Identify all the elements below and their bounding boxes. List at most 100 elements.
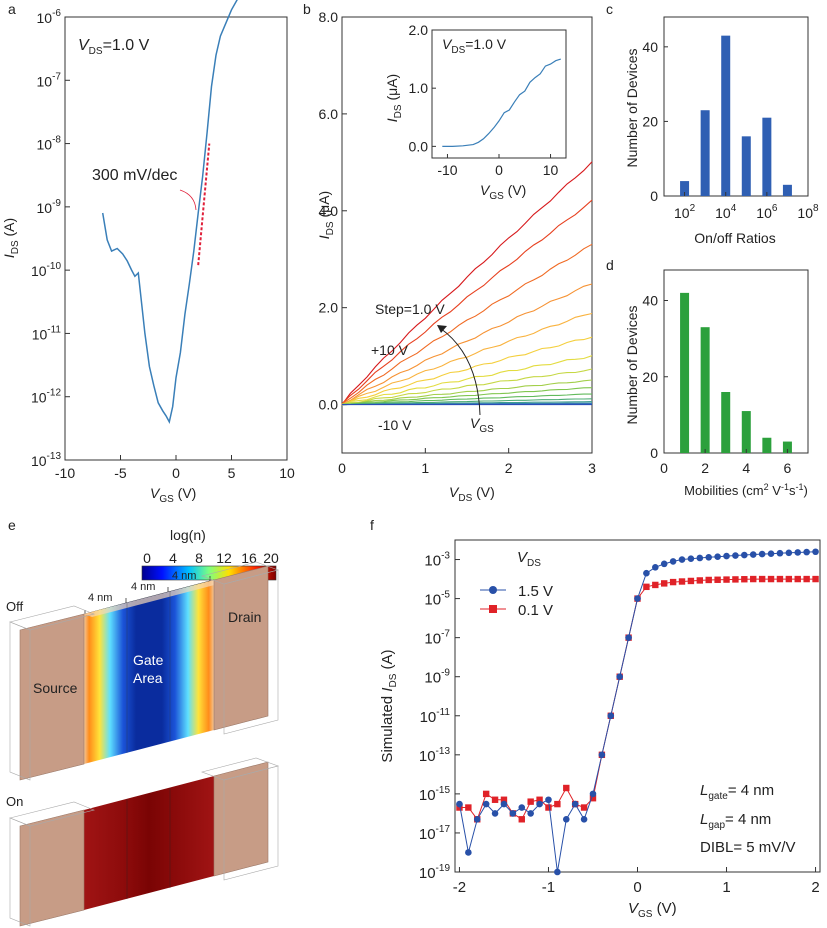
parameter-annotation: DIBL= 5 mV/V	[700, 839, 795, 856]
series-marker-square	[527, 798, 534, 805]
y-tick-label: 20	[642, 369, 658, 385]
series-marker-circle	[732, 552, 739, 559]
series-marker-square	[669, 578, 677, 586]
series-marker-circle	[669, 558, 677, 565]
inset-transfer-curve	[442, 58, 561, 147]
series-marker-circle	[758, 550, 766, 558]
plot-frame	[663, 16, 809, 197]
series-marker-circle	[554, 868, 561, 876]
subthreshold-fit-line	[197, 143, 211, 266]
x-tick-label: -5	[114, 465, 127, 481]
series-marker-square	[767, 575, 775, 583]
x-tick-label: 2	[701, 460, 709, 476]
series-marker-square	[776, 575, 784, 583]
x-tick-label: 4	[742, 460, 750, 476]
x-axis-label: Mobilities (cm2 V-1s-1)	[684, 482, 808, 498]
off-device	[9, 561, 280, 781]
parameter-annotation: Lgap= 4 nm	[700, 811, 771, 831]
inset-x-tick-label: 10	[543, 162, 559, 178]
top-curve-label: +10 V	[371, 342, 409, 358]
off-state-label: Off	[6, 599, 23, 614]
histogram-bar	[700, 327, 710, 453]
series-marker-circle	[749, 551, 757, 558]
series-marker-square	[545, 804, 552, 811]
panel-letter-d: d	[606, 257, 614, 273]
x-tick-label: -2	[453, 879, 466, 896]
output-curve-vgs-step	[341, 387, 593, 405]
legend-label: 0.1 V	[518, 602, 553, 619]
series-marker-circle	[678, 556, 686, 563]
series-marker-square	[589, 795, 597, 802]
y-axis-label: Simulated IDS (A)	[379, 649, 399, 762]
series-marker-square	[714, 576, 721, 583]
series-marker-square	[661, 580, 668, 587]
dim-label-1: 4 nm	[88, 592, 112, 604]
output-curve-vgs-step	[341, 312, 593, 406]
panel-letter-b: b	[303, 1, 311, 17]
series-marker-circle	[456, 800, 463, 808]
series-marker-square	[794, 575, 801, 583]
x-tick-label: 102	[674, 203, 696, 221]
y-tick-label: 10-8	[37, 135, 62, 153]
series-marker-circle	[509, 810, 517, 817]
series-marker-square	[785, 575, 793, 583]
y-tick-label: 10-6	[37, 8, 62, 26]
y-tick-label: 40	[642, 39, 658, 55]
x-axis-label: On/off Ratios	[694, 230, 775, 246]
series-marker-circle	[482, 800, 490, 808]
series-marker-square	[518, 816, 525, 823]
panel-b-output-curves: 0 1 2 3 0.0 2.0 4.0 6.0 8.0 VDS (V) IDS (μA) Step=1…	[316, 9, 596, 504]
y-tick-label: 0	[650, 445, 658, 461]
series-marker-circle	[660, 560, 668, 568]
series-marker-circle	[607, 712, 615, 720]
series-marker-square	[580, 804, 588, 811]
series-marker-circle	[776, 549, 784, 557]
series-marker-circle	[767, 550, 775, 557]
vgs-arrow-label: VGS	[470, 415, 494, 435]
y-tick-label: 10-7	[424, 629, 450, 648]
histogram-bar	[762, 117, 772, 196]
series-marker-square	[696, 577, 704, 584]
x-tick-label: 2	[505, 460, 513, 476]
y-tick-label: 6.0	[319, 106, 339, 122]
output-curve-vgs-step	[341, 379, 593, 405]
series-marker-circle	[571, 800, 579, 808]
on-device	[9, 757, 280, 927]
series-marker-circle	[616, 673, 623, 681]
series-marker-square	[465, 804, 472, 811]
series-marker-circle	[562, 815, 570, 823]
series-marker-square	[812, 575, 819, 583]
x-tick-label: -1	[542, 879, 555, 896]
y-tick-label: 10-17	[419, 824, 451, 843]
series-marker-circle	[473, 815, 481, 823]
series-marker-circle	[803, 548, 810, 556]
panel-letter-a: a	[8, 1, 16, 17]
series-marker-circle	[518, 804, 526, 811]
x-tick-label: -10	[55, 465, 75, 481]
series-marker-square	[536, 796, 543, 803]
x-tick-label: 3	[588, 460, 596, 476]
output-curve-vgs-step	[341, 283, 593, 405]
series-marker-square	[723, 576, 730, 583]
vgs-arrow-head	[437, 325, 447, 333]
inset-title: VDS=1.0 V	[442, 36, 507, 56]
inset-y-label: IDS (μA)	[384, 74, 404, 122]
inset-x-tick-label: -10	[437, 162, 457, 178]
panel-letter-c: c	[606, 1, 613, 17]
panel-c-onoff-histogram: 102 104 106 108 0 20 40 On/off Ratios Number of …	[624, 16, 819, 246]
x-tick-label: 6	[784, 460, 792, 476]
series-marker-square	[687, 577, 695, 585]
histogram-bar	[700, 110, 710, 196]
y-tick-label: 4.0	[319, 203, 339, 219]
x-tick-label: 10	[279, 465, 295, 481]
series-marker-square	[678, 578, 686, 585]
series-marker-circle	[545, 796, 552, 804]
series-marker-circle	[598, 751, 606, 759]
output-curve-vgs-step	[341, 368, 593, 405]
y-tick-label: 10-11	[420, 707, 451, 726]
dim-label-3: 4 nm	[172, 570, 196, 582]
panel-d-mobility-histogram: 0 2 4 6 0 20 40 Mobilities (cm2 V-1s-1) Number o…	[624, 269, 809, 498]
panel-f-simulated-transfer: -2 -1 0 1 2 10-19 10-17 10-15 10-13 10-11 10-9 10-7…	[379, 539, 821, 920]
series-marker-square	[482, 790, 490, 798]
gate-label-line2: Area	[133, 670, 163, 686]
